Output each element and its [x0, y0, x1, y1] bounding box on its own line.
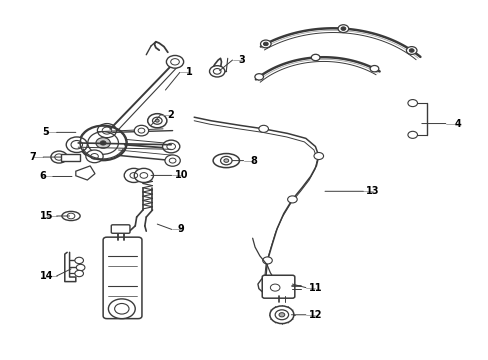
- Circle shape: [269, 306, 293, 324]
- Circle shape: [51, 151, 67, 163]
- Circle shape: [258, 125, 268, 132]
- Text: 1: 1: [185, 67, 192, 77]
- Ellipse shape: [62, 211, 80, 221]
- Text: 7: 7: [29, 152, 36, 162]
- Circle shape: [164, 155, 180, 166]
- Circle shape: [279, 312, 284, 317]
- Text: 4: 4: [453, 118, 460, 129]
- Text: 9: 9: [178, 224, 184, 234]
- Circle shape: [155, 119, 159, 122]
- Circle shape: [369, 66, 378, 72]
- Circle shape: [209, 66, 224, 77]
- Circle shape: [311, 54, 319, 60]
- Circle shape: [220, 156, 232, 165]
- FancyBboxPatch shape: [103, 237, 142, 319]
- Circle shape: [147, 114, 166, 128]
- Circle shape: [313, 153, 323, 159]
- Text: 3: 3: [238, 55, 245, 65]
- FancyBboxPatch shape: [61, 154, 80, 161]
- Circle shape: [166, 55, 183, 68]
- Circle shape: [134, 125, 148, 136]
- Text: 14: 14: [40, 271, 54, 281]
- Text: 8: 8: [250, 156, 257, 166]
- Circle shape: [162, 140, 180, 153]
- Circle shape: [224, 159, 228, 162]
- Text: 13: 13: [366, 186, 379, 196]
- Circle shape: [86, 150, 103, 163]
- Circle shape: [406, 46, 416, 54]
- Circle shape: [75, 270, 83, 277]
- Circle shape: [134, 168, 153, 183]
- FancyBboxPatch shape: [111, 225, 130, 233]
- Circle shape: [100, 141, 106, 145]
- Circle shape: [337, 25, 348, 32]
- Text: 12: 12: [308, 310, 322, 320]
- Circle shape: [96, 138, 110, 148]
- Circle shape: [124, 168, 143, 183]
- Circle shape: [76, 264, 85, 271]
- Circle shape: [66, 137, 87, 153]
- Circle shape: [75, 257, 83, 264]
- Ellipse shape: [213, 153, 239, 168]
- FancyBboxPatch shape: [262, 275, 294, 298]
- Circle shape: [407, 131, 417, 138]
- Text: 11: 11: [308, 283, 322, 293]
- Circle shape: [407, 100, 417, 107]
- Text: 2: 2: [166, 110, 173, 120]
- Circle shape: [108, 299, 135, 319]
- Circle shape: [340, 27, 345, 30]
- Circle shape: [408, 49, 413, 52]
- Text: 5: 5: [42, 127, 49, 138]
- Text: 15: 15: [40, 211, 54, 221]
- Circle shape: [262, 257, 272, 264]
- Circle shape: [254, 74, 263, 80]
- Circle shape: [287, 196, 297, 203]
- Circle shape: [260, 40, 270, 48]
- Text: 10: 10: [174, 170, 187, 180]
- Text: 6: 6: [39, 171, 45, 181]
- Circle shape: [263, 42, 267, 46]
